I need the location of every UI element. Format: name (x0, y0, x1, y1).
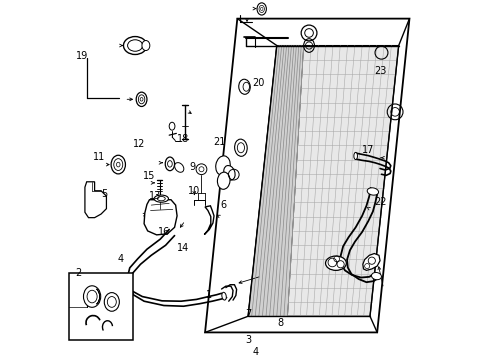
Text: 21: 21 (213, 138, 225, 147)
Polygon shape (204, 206, 214, 234)
Polygon shape (362, 253, 379, 270)
Ellipse shape (234, 139, 247, 156)
Ellipse shape (371, 273, 381, 280)
Text: 9: 9 (189, 162, 195, 172)
Ellipse shape (222, 292, 226, 300)
Text: 7: 7 (244, 310, 251, 319)
Polygon shape (85, 182, 106, 218)
Text: 4: 4 (252, 347, 258, 357)
Text: 20: 20 (252, 78, 264, 88)
Ellipse shape (224, 166, 235, 180)
Ellipse shape (169, 122, 175, 130)
Ellipse shape (325, 256, 346, 270)
Ellipse shape (215, 156, 230, 175)
Ellipse shape (366, 188, 378, 195)
Ellipse shape (142, 41, 149, 50)
Circle shape (196, 164, 206, 175)
Ellipse shape (174, 163, 183, 172)
Ellipse shape (111, 155, 125, 174)
Bar (69, 273, 133, 339)
Ellipse shape (154, 195, 168, 202)
Text: 6: 6 (220, 200, 225, 210)
Ellipse shape (217, 172, 229, 189)
Ellipse shape (353, 152, 357, 159)
Ellipse shape (165, 157, 174, 171)
Text: 4: 4 (118, 254, 123, 264)
Ellipse shape (136, 92, 147, 107)
Text: 16: 16 (157, 227, 170, 237)
Text: 12: 12 (132, 139, 144, 149)
Text: 18: 18 (177, 134, 189, 144)
Ellipse shape (123, 37, 146, 54)
Text: 23: 23 (374, 66, 386, 76)
Ellipse shape (238, 79, 250, 94)
Text: 5: 5 (102, 189, 107, 199)
Ellipse shape (83, 286, 101, 307)
Polygon shape (204, 19, 408, 332)
Ellipse shape (104, 293, 119, 311)
Text: 8: 8 (277, 319, 283, 328)
Text: 19: 19 (76, 51, 88, 61)
Text: 1: 1 (205, 290, 211, 300)
Text: 15: 15 (143, 171, 155, 181)
Text: 11: 11 (93, 152, 105, 162)
Text: 3: 3 (244, 334, 251, 345)
Ellipse shape (257, 3, 266, 15)
Polygon shape (247, 45, 303, 316)
Text: 13: 13 (148, 191, 161, 201)
Text: 14: 14 (177, 243, 189, 253)
Polygon shape (247, 45, 398, 316)
Polygon shape (144, 200, 177, 235)
Text: 2: 2 (76, 268, 82, 278)
Text: 17: 17 (361, 144, 374, 154)
Text: 10: 10 (188, 186, 200, 196)
Text: 22: 22 (374, 197, 386, 207)
